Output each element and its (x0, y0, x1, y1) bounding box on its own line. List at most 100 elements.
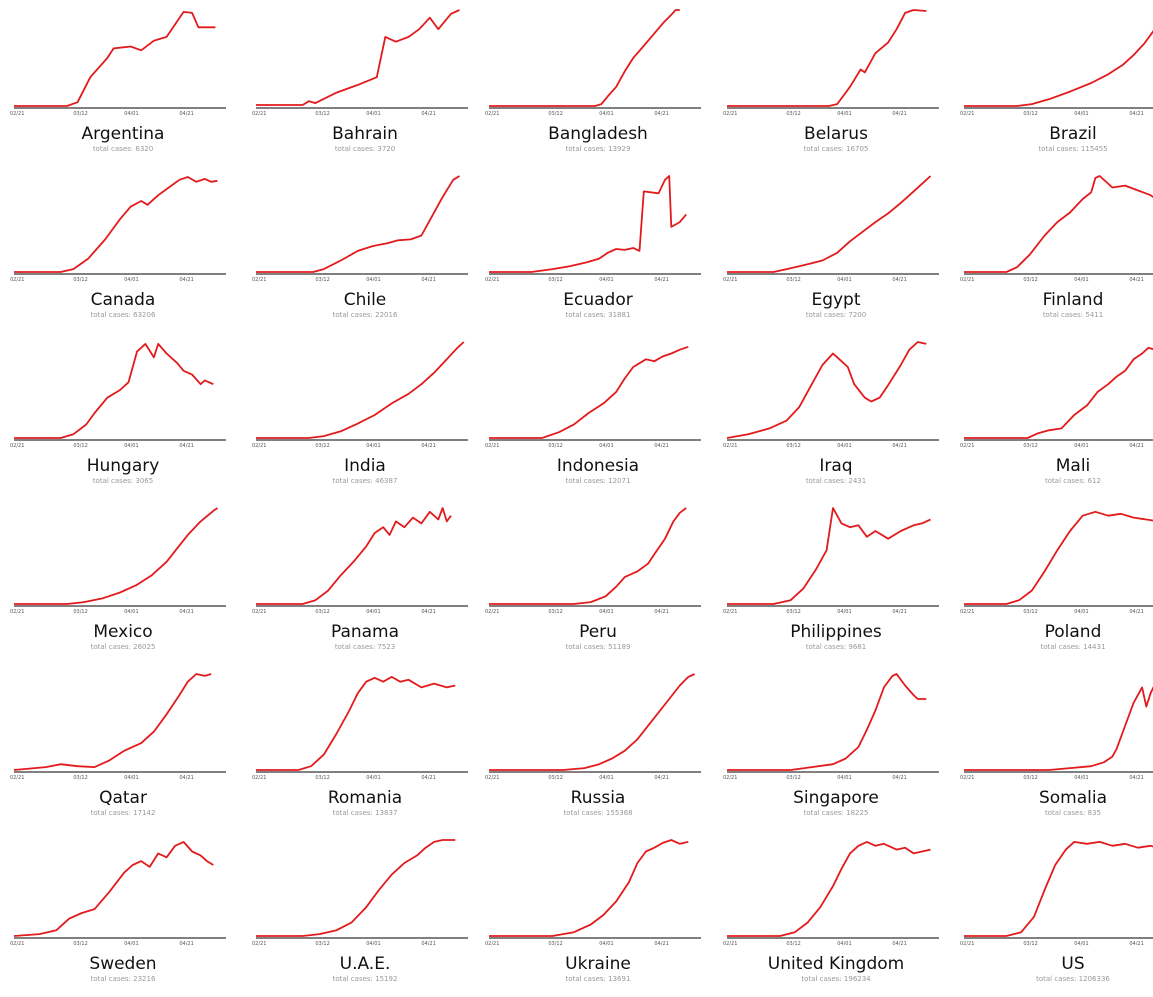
panel-plot: 02/21 03/12 04/01 04/21 (10, 507, 226, 615)
chart-panel: 02/21 03/12 04/01 04/21 Panama total cases: 7… (250, 502, 477, 665)
x-tick-label: 02/21 (252, 443, 266, 449)
country-label: United Kingdom (767, 954, 905, 974)
series-line (489, 9, 680, 107)
chart-panel: 02/21 03/12 04/01 04/21 Peru total cases: 511… (483, 502, 710, 665)
x-tick-label: 04/01 (124, 609, 138, 615)
x-tick-label: 04/21 (421, 609, 435, 615)
country-label: Qatar (99, 788, 147, 808)
chart-panel: 02/21 03/12 04/01 04/21 Belarus total cases: … (721, 4, 948, 167)
total-cases-label: total cases: 13837 (332, 809, 398, 817)
x-tick-label: 03/12 (1023, 941, 1037, 947)
panel-plot: 02/21 03/12 04/01 04/21 (252, 839, 468, 947)
total-cases-label: total cases: 9681 (805, 643, 867, 651)
panel-plot: 02/21 03/12 04/01 04/21 (485, 507, 701, 615)
x-tick-label: 02/21 (10, 775, 24, 781)
country-label: Ukraine (565, 954, 631, 974)
x-tick-label: 04/21 (1129, 609, 1143, 615)
x-tick-label: 02/21 (960, 941, 974, 947)
country-label: Philippines (790, 622, 882, 642)
total-cases-label: total cases: 46387 (332, 477, 398, 485)
series-line (727, 175, 932, 273)
total-cases-label: total cases: 14431 (1040, 643, 1106, 651)
total-cases-label: total cases: 155368 (563, 809, 633, 817)
x-tick-label: 04/01 (837, 609, 851, 615)
x-tick-label: 04/21 (421, 277, 435, 283)
chart-panel: 02/21 03/12 04/01 04/21 Chile total cases: 22… (250, 170, 477, 333)
panel-plot: 02/21 03/12 04/01 04/21 (960, 841, 1153, 947)
x-tick-label: 04/01 (599, 775, 613, 781)
chart-panel: 02/21 03/12 04/01 04/21 Philippines total cas… (721, 502, 948, 665)
panel-plot: 02/21 03/12 04/01 04/21 (723, 9, 939, 117)
country-label: Mali (1055, 456, 1091, 476)
panel-plot: 02/21 03/12 04/01 04/21 (252, 175, 468, 283)
series-line (489, 345, 689, 439)
chart-panel: 02/21 03/12 04/01 04/21 Bangladesh total case… (483, 4, 710, 167)
x-tick-label: 04/21 (179, 775, 193, 781)
x-tick-label: 03/12 (786, 277, 800, 283)
total-cases-label: total cases: 13929 (565, 145, 631, 153)
series-line (14, 11, 216, 107)
x-tick-label: 03/12 (315, 111, 329, 117)
x-tick-label: 04/01 (599, 609, 613, 615)
x-tick-label: 04/01 (124, 277, 138, 283)
total-cases-label: total cases: 7200 (805, 311, 867, 319)
panel-plot: 02/21 03/12 04/01 04/21 (252, 507, 468, 615)
x-tick-label: 04/21 (892, 775, 906, 781)
x-tick-label: 02/21 (485, 609, 499, 615)
x-tick-label: 04/21 (179, 111, 193, 117)
series-line (964, 510, 1153, 605)
x-tick-label: 03/12 (786, 111, 800, 117)
x-tick-label: 04/01 (1074, 111, 1088, 117)
x-tick-label: 04/21 (179, 277, 193, 283)
country-label: India (344, 456, 386, 476)
x-tick-label: 04/01 (599, 443, 613, 449)
country-label: Bahrain (332, 124, 398, 144)
x-tick-label: 03/12 (315, 443, 329, 449)
panel-plot: 02/21 03/12 04/01 04/21 (485, 345, 701, 449)
panel-plot: 02/21 03/12 04/01 04/21 (252, 9, 468, 117)
x-tick-label: 04/21 (179, 609, 193, 615)
chart-panel: 02/21 03/12 04/01 04/21 Sweden total cases: 2… (8, 834, 235, 997)
x-tick-label: 04/21 (654, 609, 668, 615)
country-label: Argentina (81, 124, 165, 144)
x-tick-label: 02/21 (723, 443, 737, 449)
country-label: Indonesia (556, 456, 640, 476)
x-tick-label: 04/01 (366, 941, 380, 947)
x-tick-label: 04/01 (124, 111, 138, 117)
total-cases-label: total cases: 15192 (332, 975, 398, 983)
x-tick-label: 03/12 (1023, 443, 1037, 449)
x-tick-label: 04/21 (421, 111, 435, 117)
x-tick-label: 03/12 (786, 609, 800, 615)
total-cases-label: total cases: 2431 (805, 477, 867, 485)
series-line (256, 341, 465, 439)
panel-plot: 02/21 03/12 04/01 04/21 (485, 175, 701, 283)
panel-plot: 02/21 03/12 04/01 04/21 (723, 673, 939, 781)
chart-panel: 02/21 03/12 04/01 04/21 Canada total cases: 6… (8, 170, 235, 333)
x-tick-label: 03/12 (73, 443, 87, 449)
x-tick-label: 04/01 (124, 941, 138, 947)
x-tick-label: 03/12 (1023, 775, 1037, 781)
total-cases-label: total cases: 17142 (90, 809, 156, 817)
country-label: Singapore (793, 788, 879, 808)
total-cases-label: total cases: 63206 (90, 311, 156, 319)
x-tick-label: 02/21 (723, 941, 737, 947)
country-label: Peru (579, 622, 617, 642)
total-cases-label: total cases: 3720 (334, 145, 396, 153)
total-cases-label: total cases: 3065 (92, 477, 154, 485)
series-line (13, 673, 212, 771)
series-line (256, 175, 460, 273)
country-label: Chile (343, 290, 387, 310)
panel-plot: 02/21 03/12 04/01 04/21 (10, 343, 226, 449)
x-tick-label: 04/01 (599, 277, 613, 283)
series-line (13, 841, 214, 937)
chart-panel: 02/21 03/12 04/01 04/21 Finland total cases: … (958, 170, 1153, 333)
x-tick-label: 03/12 (786, 443, 800, 449)
x-tick-label: 02/21 (960, 277, 974, 283)
x-tick-label: 03/12 (548, 609, 562, 615)
x-tick-label: 04/21 (654, 277, 668, 283)
total-cases-label: total cases: 16705 (803, 145, 869, 153)
x-tick-label: 03/12 (1023, 609, 1037, 615)
x-tick-label: 04/01 (837, 941, 851, 947)
series-line (964, 686, 1153, 771)
